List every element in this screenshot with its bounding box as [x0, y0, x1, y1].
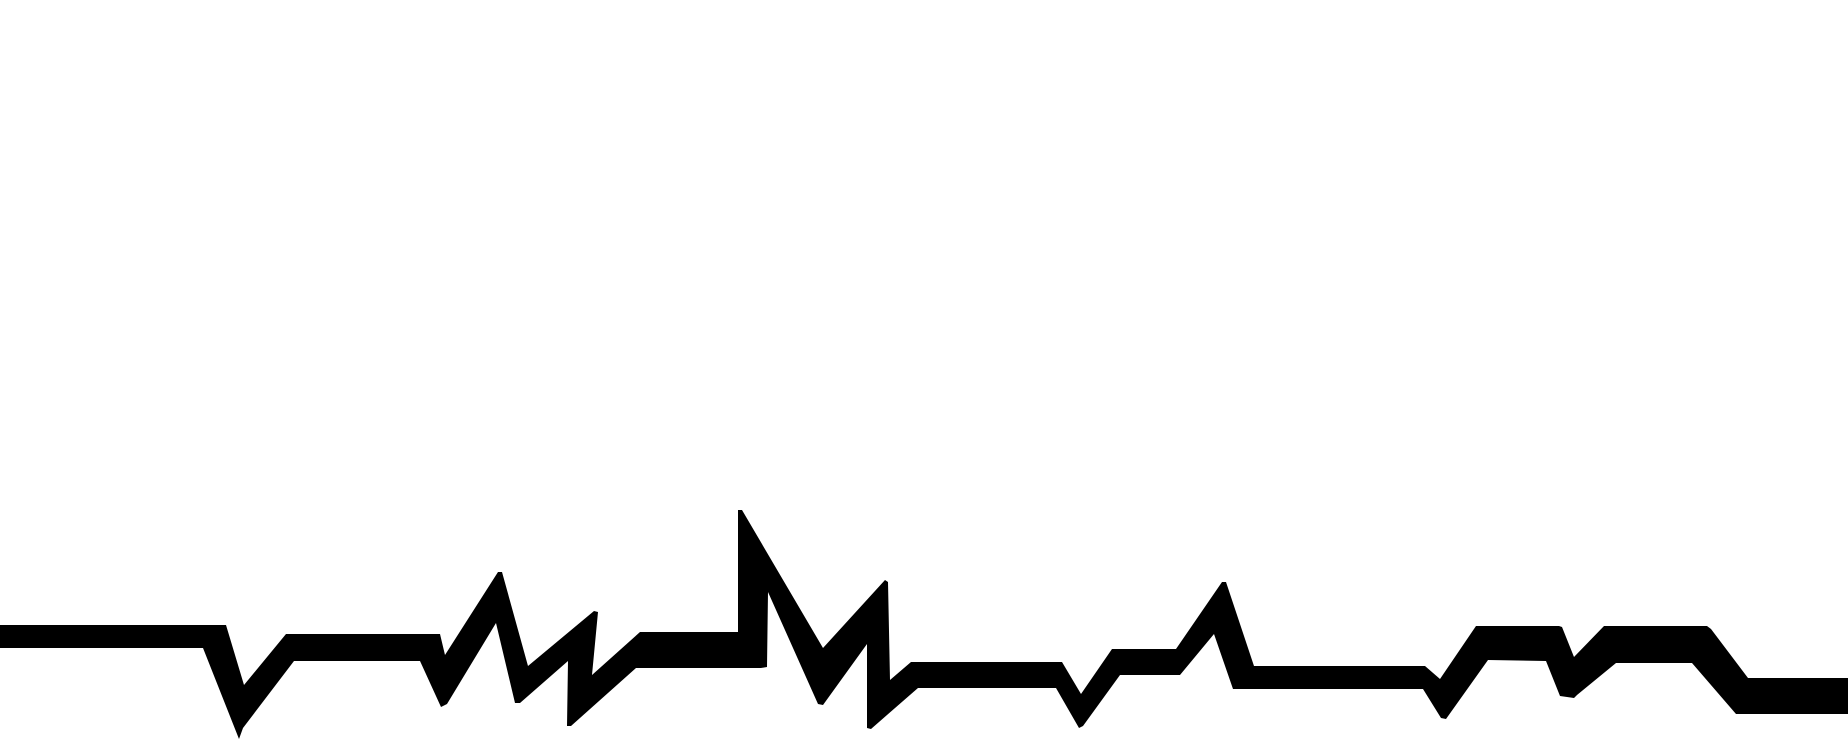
zigzag-band [0, 510, 1848, 739]
